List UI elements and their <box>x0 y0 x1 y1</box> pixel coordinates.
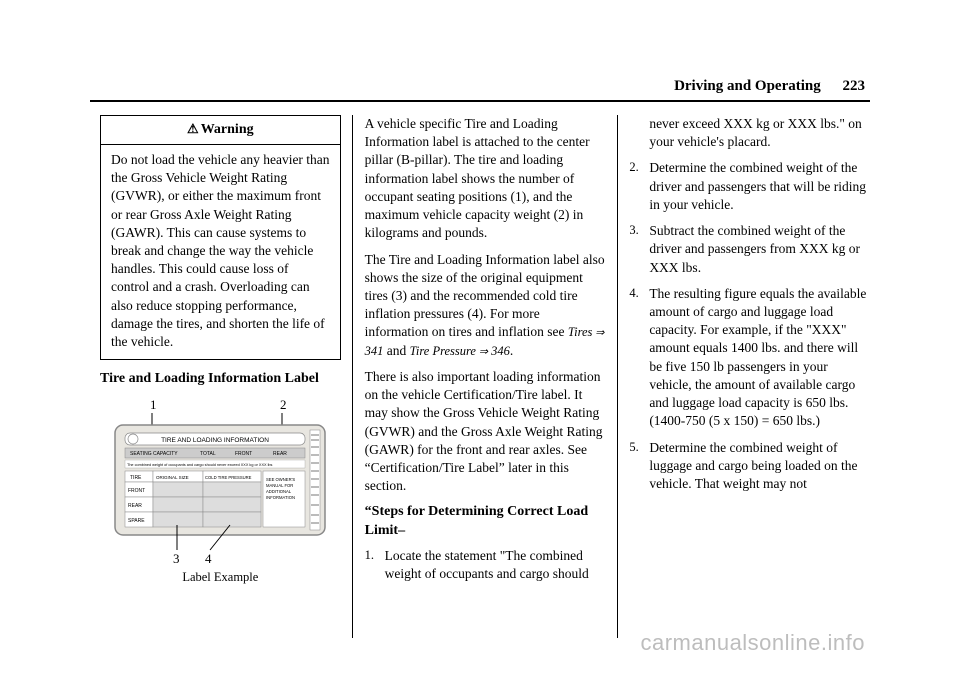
ref-symbol-icon-2: ⇒ <box>476 346 488 358</box>
svg-text:The combined weight of occupan: The combined weight of occupants and car… <box>127 463 273 467</box>
callout-3: 3 <box>173 551 180 565</box>
header-rule <box>90 100 870 102</box>
warning-triangle-icon: ⚠ <box>187 120 199 138</box>
warning-box: ⚠Warning Do not load the vehicle any hea… <box>100 115 341 360</box>
svg-text:ADDITIONAL: ADDITIONAL <box>266 489 292 494</box>
svg-text:SEATING CAPACITY: SEATING CAPACITY <box>130 451 178 457</box>
callout-2: 2 <box>280 397 287 412</box>
svg-text:REAR: REAR <box>273 451 287 457</box>
watermark: carmanualsonline.info <box>640 630 865 656</box>
svg-text:FRONT: FRONT <box>128 488 145 494</box>
label-title-text: TIRE AND LOADING INFORMATION <box>161 437 269 444</box>
callout-4: 4 <box>205 551 212 565</box>
warning-body: Do not load the vehicle any heavier than… <box>101 145 340 359</box>
ref-tire-pressure: Tire Pressure <box>410 344 476 358</box>
step-2: 2.Determine the combined weight of the d… <box>629 159 870 214</box>
figure-caption: Label Example <box>100 569 341 586</box>
label-heading: Tire and Loading Information Label <box>100 370 341 389</box>
svg-text:SPARE: SPARE <box>128 518 145 524</box>
svg-text:ORIGINAL SIZE: ORIGINAL SIZE <box>156 475 189 480</box>
col2-p3: There is also important loading informat… <box>365 368 606 496</box>
svg-text:INFORMATION: INFORMATION <box>266 495 295 500</box>
svg-text:MANUAL FOR: MANUAL FOR <box>266 483 293 488</box>
col2-p1: A vehicle specific Tire and Loading Info… <box>365 115 606 243</box>
section-title: Driving and Operating <box>674 78 821 94</box>
callout-1: 1 <box>150 397 157 412</box>
step-4: 4.The resulting figure equals the availa… <box>629 285 870 431</box>
warning-header: ⚠Warning <box>101 116 340 145</box>
warning-title: Warning <box>201 122 254 137</box>
body-columns: ⚠Warning Do not load the vehicle any hea… <box>100 115 870 638</box>
label-figure: 1 2 TIRE AND LOADING INFORMA <box>100 395 341 586</box>
svg-text:FRONT: FRONT <box>235 451 252 457</box>
page-header: Driving and Operating 223 <box>674 78 865 95</box>
svg-text:TOTAL: TOTAL <box>200 451 216 457</box>
ref-symbol-icon: ⇒ <box>592 327 604 339</box>
step-3: 3.Subtract the combined weight of the dr… <box>629 222 870 277</box>
svg-text:COLD TIRE PRESSURE: COLD TIRE PRESSURE <box>205 475 252 480</box>
svg-text:TIRE: TIRE <box>130 475 142 481</box>
ref-tires: Tires <box>568 325 593 339</box>
label-svg: 1 2 TIRE AND LOADING INFORMA <box>105 395 335 565</box>
svg-text:REAR: REAR <box>128 503 142 509</box>
svg-text:SEE OWNER'S: SEE OWNER'S <box>266 477 295 482</box>
col2-p2: The Tire and Loading Information label a… <box>365 251 606 360</box>
steps-heading: “Steps for Determining Correct Load Limi… <box>365 503 606 541</box>
manual-page: Driving and Operating 223 ⚠Warning Do no… <box>0 0 960 678</box>
page-number: 223 <box>843 78 866 94</box>
step-5: 5.Determine the combined weight of lugga… <box>629 439 870 494</box>
